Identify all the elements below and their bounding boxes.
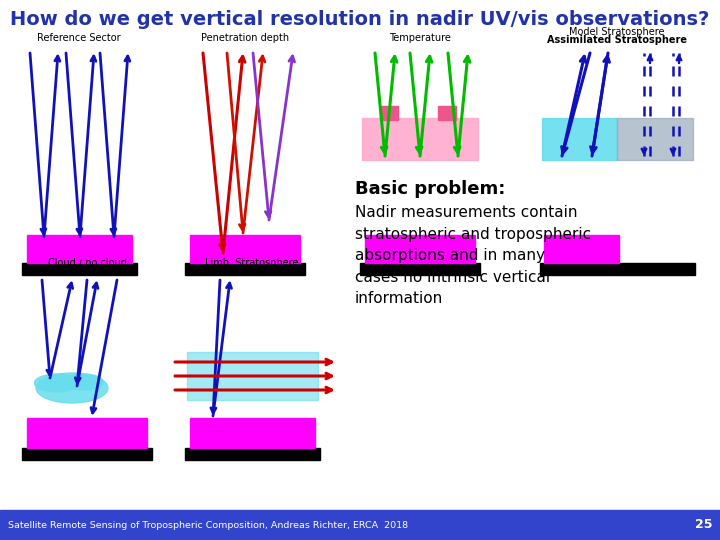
Bar: [542, 118, 617, 160]
Bar: [0, 510, 720, 540]
Bar: [617, 118, 693, 160]
Text: 25: 25: [695, 518, 712, 531]
Bar: [190, 418, 315, 448]
Bar: [438, 106, 456, 120]
Bar: [190, 235, 300, 263]
Bar: [185, 448, 320, 460]
Text: Cloud / no cloud: Cloud / no cloud: [48, 258, 127, 268]
Text: Model Stratosphere: Model Stratosphere: [570, 27, 665, 37]
Text: Limb  Stratosphere: Limb Stratosphere: [205, 258, 299, 268]
Text: How do we get vertical resolution in nadir UV/vis observations?: How do we get vertical resolution in nad…: [10, 10, 709, 29]
Bar: [540, 263, 695, 275]
Bar: [185, 263, 305, 275]
Bar: [27, 235, 132, 263]
Bar: [187, 352, 318, 400]
Bar: [22, 448, 152, 460]
Text: Reference Sector: Reference Sector: [37, 33, 121, 43]
Bar: [362, 118, 478, 160]
Bar: [544, 235, 619, 263]
Text: Nadir measurements contain
stratospheric and tropospheric
absorptions and in man: Nadir measurements contain stratospheric…: [355, 205, 591, 306]
Text: Basic problem:: Basic problem:: [355, 180, 505, 198]
Ellipse shape: [36, 373, 108, 403]
Bar: [27, 418, 147, 448]
Bar: [22, 263, 137, 275]
Text: Satellite Remote Sensing of Tropospheric Composition, Andreas Richter, ERCA  201: Satellite Remote Sensing of Tropospheric…: [8, 521, 408, 530]
Bar: [380, 106, 398, 120]
Text: Assimilated Stratosphere: Assimilated Stratosphere: [547, 35, 687, 45]
Text: Penetration depth: Penetration depth: [201, 33, 289, 43]
Bar: [365, 235, 475, 263]
Text: Temperature: Temperature: [389, 33, 451, 43]
Bar: [360, 263, 480, 275]
Ellipse shape: [65, 374, 103, 390]
Ellipse shape: [35, 374, 79, 392]
